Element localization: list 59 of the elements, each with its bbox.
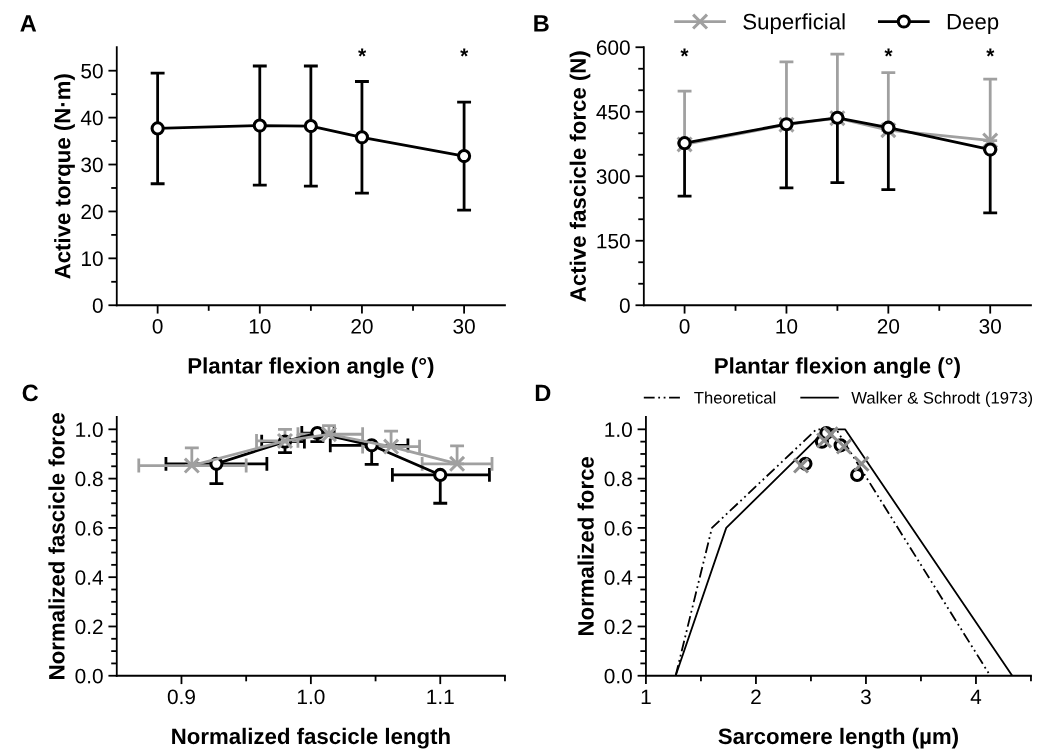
x-axis-title: Sarcomere length (µm) <box>718 727 958 749</box>
x-tick-label: 3 <box>860 689 871 705</box>
y-tick-label: 30 <box>81 157 103 173</box>
chart-title: B <box>534 15 549 32</box>
x-axis-title: Plantar flexion angle (°) <box>715 357 960 379</box>
annotation: * <box>680 48 689 57</box>
x-tick-label: 30 <box>453 318 475 334</box>
y-tick-label: 20 <box>81 204 103 220</box>
y-tick-label: 40 <box>80 110 103 126</box>
annotation: * <box>460 48 469 57</box>
x-tick-label: 10 <box>776 318 798 334</box>
y-tick-label: 0.4 <box>75 570 103 585</box>
y-tick-label: 0.8 <box>75 471 103 487</box>
y-tick-label: 0.0 <box>604 668 632 684</box>
legend-label: Theoretical <box>694 391 776 404</box>
y-tick-label: 450 <box>596 104 630 120</box>
x-tick-label: 0 <box>152 318 163 334</box>
x-tick-label: 1 <box>641 689 651 705</box>
y-axis-title: Normalized force <box>577 456 594 636</box>
y-axis-title: Normalized fascicle force <box>48 413 65 679</box>
y-tick-label: 0.2 <box>604 619 632 635</box>
chart-title: A <box>20 15 37 32</box>
x-tick-label: 1.1 <box>427 689 454 705</box>
x-tick-label: 20 <box>877 318 900 334</box>
y-tick-label: 1.0 <box>605 422 632 438</box>
y-tick-label: 1.0 <box>76 422 103 438</box>
annotation: * <box>884 48 893 57</box>
y-tick-label: 600 <box>596 40 630 55</box>
annotation: * <box>986 48 995 57</box>
x-axis-title: Plantar flexion angle (°) <box>188 357 434 379</box>
y-tick-label: 10 <box>82 251 103 267</box>
x-tick-label: 2 <box>751 689 761 705</box>
y-tick-label: 150 <box>597 233 630 249</box>
y-axis-title: Active torque (N·m) <box>54 74 75 279</box>
x-tick-label: 4 <box>970 689 982 705</box>
x-tick-label: 0.9 <box>167 689 195 705</box>
y-tick-label: 0.0 <box>75 668 103 684</box>
y-tick-label: 300 <box>596 169 630 184</box>
legend-label: Walker & Schrodt (1973) <box>851 391 1033 407</box>
y-tick-label: 0 <box>92 298 103 313</box>
y-tick-label: 0.8 <box>604 471 632 487</box>
legend-label: Deep <box>947 14 999 34</box>
x-axis-title: Normalized fascicle length <box>172 727 450 749</box>
x-tick-label: 30 <box>979 318 1001 334</box>
y-tick-label: 0 <box>619 298 630 313</box>
chart-title: D <box>535 384 551 402</box>
chart-title: C <box>22 384 39 402</box>
y-axis-title: Active fascicle force (N) <box>569 51 591 302</box>
x-tick-label: 1.0 <box>297 689 325 705</box>
x-tick-label: 10 <box>249 318 271 334</box>
y-tick-label: 0.2 <box>75 619 103 635</box>
y-tick-label: 0.6 <box>75 520 103 536</box>
legend-label: Superficial <box>743 13 845 34</box>
y-tick-label: 0.4 <box>604 570 633 585</box>
x-tick-label: 0 <box>679 318 690 334</box>
x-tick-label: 20 <box>351 318 373 334</box>
y-tick-label: 50 <box>81 63 103 79</box>
y-tick-label: 0.6 <box>604 520 632 536</box>
annotation: * <box>358 48 367 57</box>
